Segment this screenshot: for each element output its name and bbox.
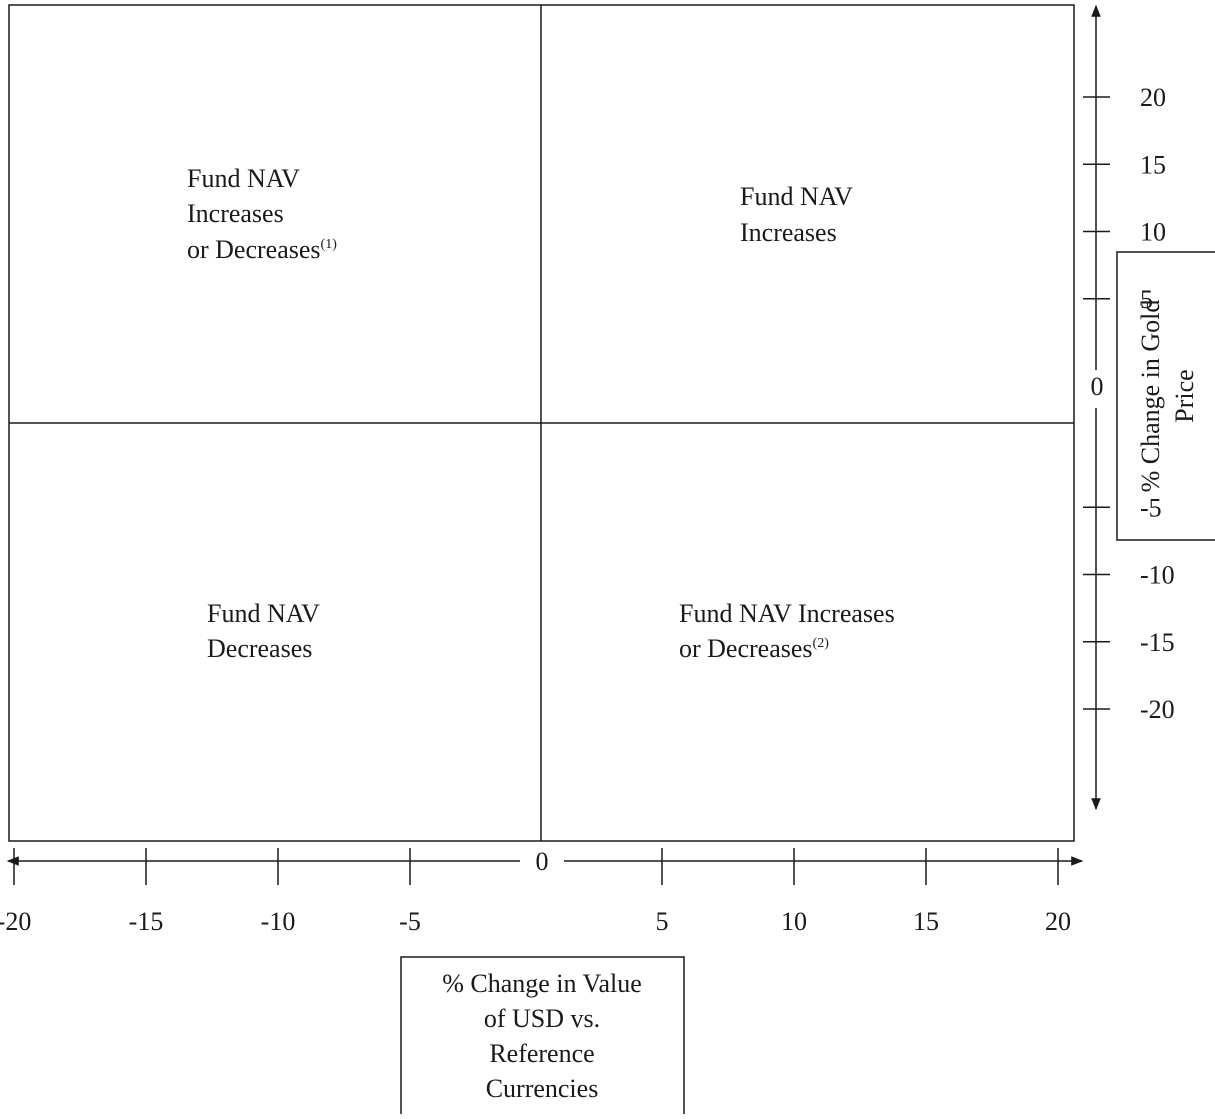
x-axis-ticks: -20 -15 -10 -5 5 10 15 20 [0,848,1071,936]
quadrant-top-right: Fund NAV Increases [740,182,853,247]
y-axis-tick-label: 15 [1140,150,1166,179]
x-axis-tick-label: 20 [1045,907,1071,936]
y-axis-ticks: 20 15 10 5 -5 -10 -15 -20 [1083,83,1175,724]
quadrant-label-line: Fund NAV [207,599,320,628]
y-axis-title-border [1116,251,1215,541]
y-axis-tick-label: -20 [1140,695,1175,724]
quadrant-label-line: Fund NAV [187,164,300,193]
x-axis-origin-label: 0 [536,847,549,876]
y-axis-title-box: % Change in Gold Price [1116,251,1215,541]
x-axis-title-line: of USD vs. [484,1004,600,1033]
x-axis-tick-label: 15 [913,907,939,936]
y-axis-tick-label: -10 [1140,561,1175,590]
x-axis-tick-label: -10 [261,907,296,936]
y-axis: 0 20 15 10 5 -5 -10 -15 -20 [1083,4,1175,811]
quadrant-top-left: Fund NAV Increases or Decreases(1) [187,164,337,264]
quadrant-label-line-with-note: or Decreases(1) [187,235,337,264]
quadrant-label-line-with-note: or Decreases(2) [679,634,829,663]
x-axis-tick-label: -15 [129,907,164,936]
y-axis-title-line: % Change in Gold [1136,300,1165,493]
footnote-marker: (1) [321,237,338,252]
y-axis-origin-label: 0 [1091,372,1104,401]
y-axis-tick-label: -5 [1140,493,1162,522]
x-axis-tick-label: -5 [399,907,421,936]
footnote-marker: (2) [813,636,830,651]
quadrant-label-line: Increases [740,218,837,247]
y-axis-tick-label: 20 [1140,83,1166,112]
quadrant-label-line: Decreases [207,634,312,663]
quadrant-label-line: Increases [187,199,284,228]
quadrant-label-line: Fund NAV Increases [679,599,895,628]
x-axis-tick-label: 5 [656,907,669,936]
x-axis-title-border [400,956,685,1114]
y-axis-tick-label: 5 [1140,285,1153,314]
y-axis-tick-label: -15 [1140,628,1175,657]
quadrant-label-text: or Decreases [679,634,813,663]
x-axis-tick-label: 10 [781,907,807,936]
quadrant-bottom-left: Fund NAV Decreases [207,599,320,663]
x-axis-title-box: % Change in Value of USD vs. Reference C… [400,956,685,1114]
x-axis: 0 -20 -15 -10 -5 5 10 15 20 [0,847,1084,936]
y-axis-title-line: Price [1170,369,1199,422]
x-axis-title-line: % Change in Value [442,969,642,998]
y-axis-tick-label: 10 [1140,218,1166,247]
x-axis-title-line: Reference [489,1039,594,1068]
x-axis-title-line: Currencies [486,1074,599,1103]
quadrant-bottom-right: Fund NAV Increases or Decreases(2) [679,599,895,663]
quadrant-label-line: Fund NAV [740,182,853,211]
quadrant-label-text: or Decreases [187,235,321,264]
x-axis-tick-label: -20 [0,907,31,936]
